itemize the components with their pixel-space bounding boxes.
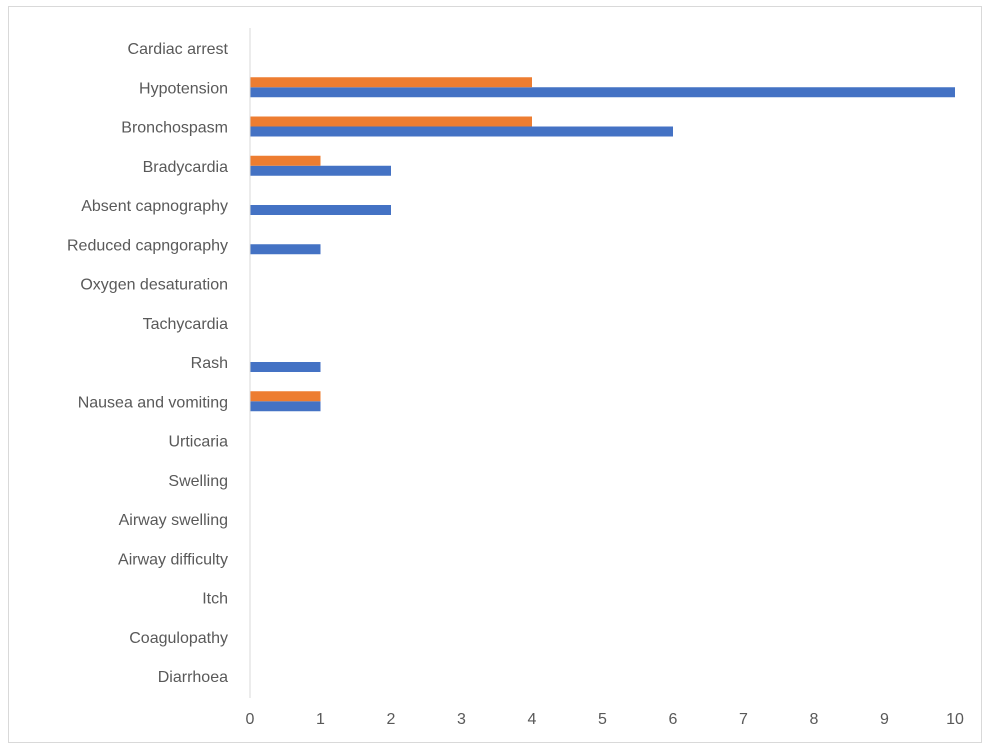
bar <box>250 126 673 137</box>
category-label: Rash <box>191 355 228 372</box>
x-tick-label: 3 <box>457 711 466 728</box>
category-label: Diarrhoea <box>158 669 228 686</box>
bar <box>250 165 391 176</box>
bar <box>250 244 321 255</box>
category-label: Itch <box>202 591 228 608</box>
category-label: Reduced capngoraphy <box>67 237 228 254</box>
bars <box>250 77 955 412</box>
category-label: Swelling <box>168 473 228 490</box>
x-tick-label: 10 <box>946 711 964 728</box>
bar <box>250 87 955 98</box>
category-label: Nausea and vomiting <box>78 394 228 411</box>
x-tick-label: 7 <box>739 711 748 728</box>
category-label: Oxygen desaturation <box>80 277 228 294</box>
category-label: Coagulopathy <box>129 630 228 647</box>
x-tick-label: 9 <box>880 711 889 728</box>
bar <box>250 205 391 215</box>
bar <box>250 77 532 88</box>
category-label: Cardiac arrest <box>128 41 229 58</box>
category-label: Airway swelling <box>119 512 228 529</box>
x-tick-label: 1 <box>316 711 325 728</box>
category-label: Airway difficulty <box>118 551 228 568</box>
bar <box>250 155 321 166</box>
x-tick-label: 8 <box>810 711 819 728</box>
category-label: Bradycardia <box>143 159 228 176</box>
category-label: Tachycardia <box>143 316 228 333</box>
bar <box>250 401 321 412</box>
category-labels: Cardiac arrest Hypotension Bronchospasm Bra… <box>67 41 229 686</box>
category-label: Bronchospasm <box>121 120 228 137</box>
bar <box>250 116 532 127</box>
x-tick-label: 5 <box>598 711 607 728</box>
x-tick-label: 2 <box>387 711 396 728</box>
x-tick-label: 6 <box>669 711 678 728</box>
category-label: Urticaria <box>168 434 228 451</box>
bar <box>250 391 321 402</box>
x-tick-label: 4 <box>528 711 537 728</box>
x-tick-label: 0 <box>246 711 255 728</box>
category-label: Absent capnography <box>81 198 228 215</box>
x-tick-labels: 0 1 2 3 4 5 6 7 8 9 10 <box>246 711 964 728</box>
category-label: Hypotension <box>139 80 228 97</box>
bar <box>250 362 321 372</box>
